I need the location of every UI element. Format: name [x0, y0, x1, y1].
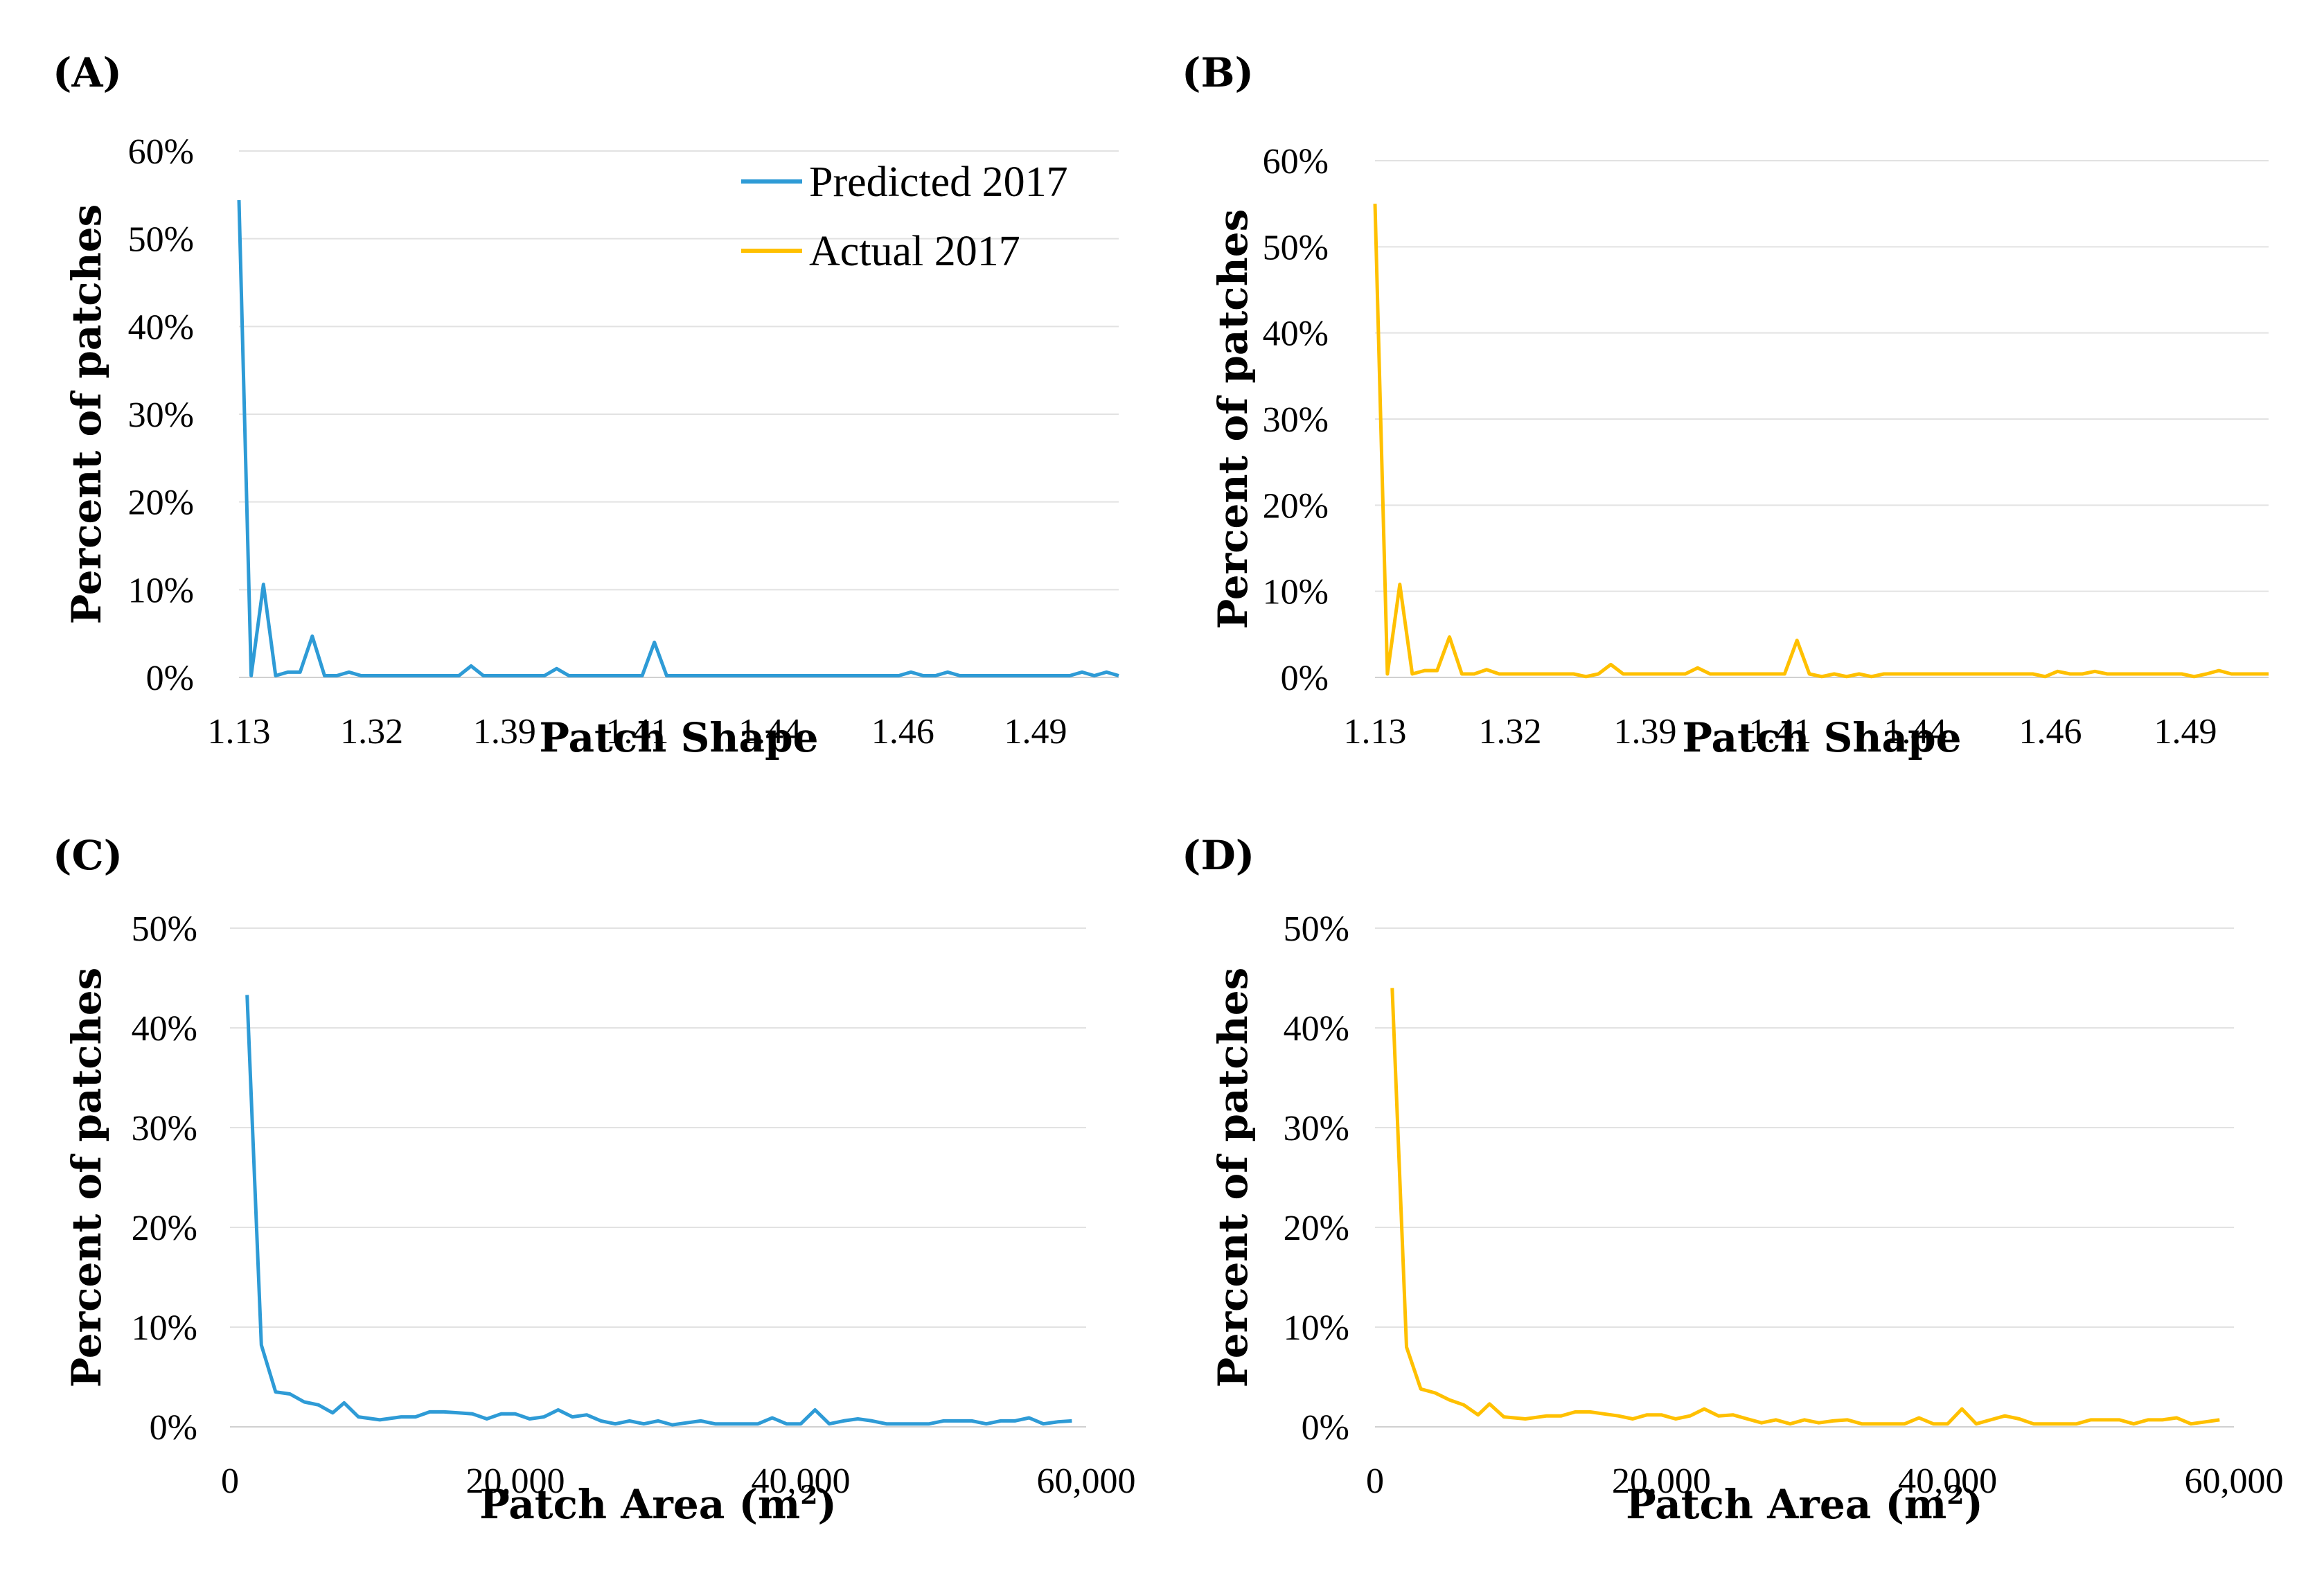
panel-c-ylabel: Percent of patches — [63, 968, 110, 1388]
panel-d-xlabel-sup: 2 — [1946, 1481, 1964, 1510]
panel-d-x-ticks: 0 20,000 40,000 60,000 — [1366, 1461, 2284, 1501]
panel-a-y-tick-label: 40% — [128, 308, 194, 347]
panel-a-x-ticks: 1.13 1.32 1.39 1.41 1.44 1.46 1.49 — [208, 712, 1067, 752]
panel-d-y-tick-label: 0% — [1302, 1408, 1349, 1448]
panel-b-x-tick-label: 1.41 — [1749, 712, 1812, 752]
panel-a-y-tick-label: 10% — [128, 571, 194, 610]
panel-d-y-tick-label: 50% — [1284, 909, 1349, 949]
panel-d-y-tick-label: 40% — [1284, 1009, 1349, 1049]
panel-d-x-tick-label: 60,000 — [2185, 1461, 2284, 1501]
panel-b-x-tick-label: 1.49 — [2154, 712, 2217, 752]
panel-c-x-tick-label: 20,000 — [466, 1461, 565, 1501]
panel-a-x-tick-label: 1.32 — [340, 712, 403, 752]
panel-a-xlabel: Patch Shape — [539, 714, 818, 761]
panel-d-grid — [1375, 927, 2234, 1428]
panel-c-xlabel-sup: 2 — [800, 1481, 817, 1510]
panel-a-x-tick-label: 1.13 — [208, 712, 271, 752]
panel-label-b: (B) — [1182, 49, 1254, 96]
panel-a-y-ticks: 0% 10% 20% 30% 40% 50% 60% — [128, 132, 194, 698]
panel-d-series-line — [1390, 988, 2220, 1426]
panel-b-y-tick-label: 40% — [1263, 314, 1329, 354]
panel-c-y-tick-label: 30% — [132, 1109, 197, 1148]
panel-b-series — [1373, 204, 2269, 679]
panel-c-y-tick-label: 40% — [132, 1009, 197, 1049]
legend-actual-label: Actual 2017 — [809, 228, 1020, 275]
panel-c-y-ticks: 0% 10% 20% 30% 40% 50% — [132, 909, 197, 1448]
panel-d-y-tick-label: 20% — [1284, 1209, 1349, 1248]
panel-c-y-tick-label: 10% — [132, 1308, 197, 1348]
panel-b-x-tick-label: 1.39 — [1614, 712, 1677, 752]
panel-b-x-tick-label: 1.13 — [1344, 712, 1407, 752]
panel-b-xlabel: Patch Shape — [1682, 714, 1961, 761]
panel-c-y-tick-label: 0% — [150, 1408, 197, 1448]
panel-c-xlabel: Patch Area (m2) — [479, 1481, 837, 1528]
panel-a-y-tick-label: 60% — [128, 132, 194, 172]
panel-b-x-tick-label: 1.44 — [1884, 712, 1947, 752]
panel-c: (C) 0% 10% 20% 30% 40% 50% 0 20,000 40,000 60,00… — [53, 832, 1136, 1528]
panel-d-series — [1390, 988, 2220, 1426]
legend: Predicted 2017 Actual 2017 — [741, 159, 1068, 275]
panel-c-x-tick-label: 0 — [221, 1461, 239, 1501]
panel-b-series-line — [1373, 204, 2269, 679]
panel-a-y-tick-label: 20% — [128, 483, 194, 523]
panel-c-x-tick-label: 60,000 — [1037, 1461, 1136, 1501]
panel-b-y-tick-label: 50% — [1263, 228, 1329, 267]
panel-a-x-tick-label: 1.39 — [473, 712, 536, 752]
panel-b-y-tick-label: 0% — [1281, 659, 1329, 698]
panel-c-xlabel-main: Patch Area (m — [479, 1481, 800, 1528]
panel-d-x-tick-label: 20,000 — [1612, 1461, 1711, 1501]
panel-d-x-tick-label: 0 — [1366, 1461, 1384, 1501]
panel-b-x-ticks: 1.13 1.32 1.39 1.41 1.44 1.46 1.49 — [1344, 712, 2217, 752]
panel-c-y-tick-label: 20% — [132, 1209, 197, 1248]
panel-c-xlabel-end: ) — [817, 1481, 836, 1528]
panel-a-series — [237, 199, 1119, 677]
panel-d-y-tick-label: 30% — [1284, 1109, 1349, 1148]
legend-predicted-label: Predicted 2017 — [809, 159, 1068, 206]
panel-label-d: (D) — [1182, 832, 1254, 879]
panel-b-grid — [1375, 160, 2269, 678]
panel-a-y-tick-label: 30% — [128, 396, 194, 435]
panel-d-ylabel: Percent of patches — [1209, 968, 1257, 1388]
panel-c-series-line — [245, 995, 1072, 1427]
panel-b-y-tick-label: 30% — [1263, 400, 1329, 440]
panel-b-ylabel: Percent of patches — [1209, 209, 1257, 630]
panel-d-x-tick-label: 40,000 — [1898, 1461, 1997, 1501]
panel-b-y-tick-label: 10% — [1263, 573, 1329, 612]
panel-label-c: (C) — [53, 832, 123, 879]
panel-b-y-ticks: 0% 10% 20% 30% 40% 50% 60% — [1263, 142, 1329, 698]
panel-label-a: (A) — [53, 49, 122, 96]
panel-a-y-tick-label: 50% — [128, 220, 194, 260]
panel-a-x-tick-label: 1.41 — [606, 712, 669, 752]
panel-a: (A) 0% 10% 20% 30% 40% 50% 60% 1.13 1.32 1.39 1.4… — [53, 49, 1119, 761]
panel-c-series — [245, 995, 1072, 1427]
panel-d-xlabel: Patch Area (m2) — [1626, 1481, 1983, 1528]
panel-a-y-tick-label: 0% — [146, 659, 194, 698]
panel-c-x-ticks: 0 20,000 40,000 60,000 — [221, 1461, 1136, 1501]
panel-b-y-tick-label: 20% — [1263, 486, 1329, 526]
panel-d-y-ticks: 0% 10% 20% 30% 40% 50% — [1284, 909, 1349, 1448]
panel-b: (B) 0% 10% 20% 30% 40% 50% 60% 1.13 1.32 1.39 1.4… — [1182, 49, 2269, 761]
panel-c-grid — [230, 927, 1086, 1428]
panel-d: (D) 0% 10% 20% 30% 40% 50% 0 20,000 40,000 60,00… — [1182, 832, 2284, 1528]
panel-b-x-tick-label: 1.32 — [1479, 712, 1542, 752]
panel-b-x-tick-label: 1.46 — [2019, 712, 2082, 752]
panel-a-series-line — [237, 199, 1119, 677]
panel-a-x-tick-label: 1.44 — [738, 712, 801, 752]
panel-d-y-tick-label: 10% — [1284, 1308, 1349, 1348]
panel-a-x-tick-label: 1.49 — [1004, 712, 1067, 752]
panel-c-y-tick-label: 50% — [132, 909, 197, 949]
panel-a-x-tick-label: 1.46 — [871, 712, 934, 752]
panel-c-x-tick-label: 40,000 — [752, 1461, 851, 1501]
panel-d-xlabel-end: ) — [1964, 1481, 1983, 1528]
panel-d-xlabel-main: Patch Area (m — [1626, 1481, 1946, 1528]
panel-b-y-tick-label: 60% — [1263, 142, 1329, 181]
panel-a-ylabel: Percent of patches — [63, 204, 110, 625]
